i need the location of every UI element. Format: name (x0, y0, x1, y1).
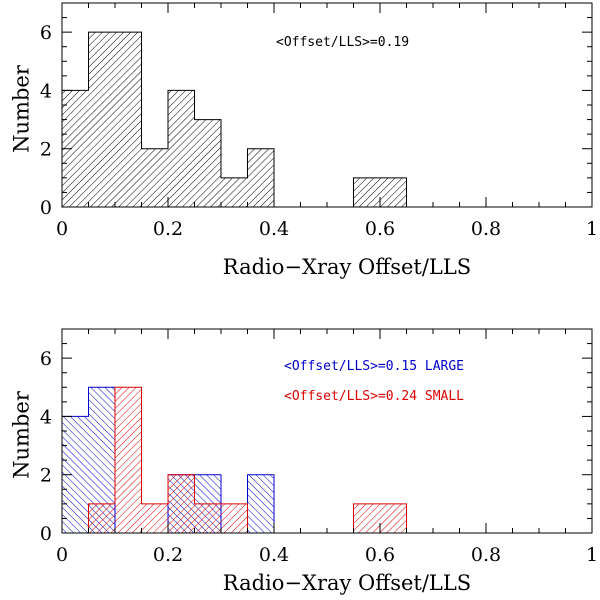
bottom-x-tick-label: 0.2 (153, 544, 183, 566)
top-mean-annotation: <Offset/LLS>=0.19 (276, 35, 409, 50)
bottom-x-tick-label: 0.8 (471, 544, 501, 566)
histogram-bar-all (221, 177, 248, 207)
histogram-bar-small (115, 387, 142, 533)
histogram-bar-small (194, 503, 221, 533)
histogram-bar-small (88, 503, 115, 533)
bottom-x-axis-label: Radio−Xray Offset/LLS (223, 571, 471, 595)
bottom-x-tick-label: 0.6 (365, 544, 395, 566)
bottom-y-tick-label: 6 (40, 348, 52, 370)
bottom-x-tick-labels: 0 0.2 0.4 0.6 0.8 1 (56, 544, 598, 566)
top-y-tick-label: 0 (40, 197, 52, 219)
bottom-histogram-bars (61, 386, 592, 534)
bottom-y-tick-labels: 0 2 4 6 (40, 348, 52, 545)
histogram-bar-all (88, 32, 115, 208)
histogram-bar-all (168, 90, 195, 207)
top-y-tick-label: 6 (40, 22, 52, 44)
histogram-bar-all (247, 148, 274, 207)
top-y-tick-label: 4 (40, 80, 52, 102)
histogram-bar-small (168, 474, 195, 533)
top-x-axis-label: Radio−Xray Offset/LLS (223, 255, 471, 279)
histogram-bar-all (115, 32, 142, 208)
histogram-bar-all (194, 119, 221, 207)
top-histogram-bars (61, 31, 592, 208)
bottom-histogram-panel: 0 0.2 0.4 0.6 0.8 1 0 2 4 6 Radio−Xray O… (9, 328, 598, 595)
top-plot-frame (61, 2, 593, 208)
top-y-tick-label: 2 (40, 139, 52, 161)
bottom-x-tick-label: 0 (56, 544, 68, 566)
bottom-x-tick-label: 0.4 (259, 544, 289, 566)
top-x-tick-label: 0 (56, 218, 68, 240)
top-x-tick-label: 0.4 (259, 218, 289, 240)
bottom-x-tick-label: 1 (586, 544, 598, 566)
top-x-tick-label: 0.6 (365, 218, 395, 240)
bottom-y-tick-label: 2 (40, 465, 52, 487)
top-y-tick-labels: 0 2 4 6 (40, 22, 52, 219)
bottom-y-tick-label: 0 (40, 523, 52, 545)
top-x-tick-label: 1 (586, 218, 598, 240)
top-y-axis-label: Number (9, 64, 33, 153)
bottom-y-tick-label: 4 (40, 406, 52, 428)
bottom-plot-frame (61, 328, 593, 534)
histogram-bar-small (221, 503, 248, 533)
histogram-bar-all (380, 177, 407, 207)
histogram-bar-large (247, 474, 274, 533)
histogram-bar-small (141, 503, 168, 533)
bottom-large-mean-annotation: <Offset/LLS>=0.15 LARGE (284, 359, 464, 374)
histogram-bar-small (380, 503, 407, 533)
histogram-bar-all (141, 148, 168, 207)
top-x-tick-label: 0.8 (471, 218, 501, 240)
bottom-small-mean-annotation: <Offset/LLS>=0.24 SMALL (284, 389, 464, 404)
top-x-tick-labels: 0 0.2 0.4 0.6 0.8 1 (56, 218, 598, 240)
top-x-tick-label: 0.2 (153, 218, 183, 240)
top-histogram-panel: 0 0.2 0.4 0.6 0.8 1 0 2 4 6 Radio−Xray O… (9, 2, 598, 279)
histogram-bar-small (353, 503, 380, 533)
bottom-y-axis-label: Number (9, 390, 33, 479)
histogram-bar-all (353, 177, 380, 207)
